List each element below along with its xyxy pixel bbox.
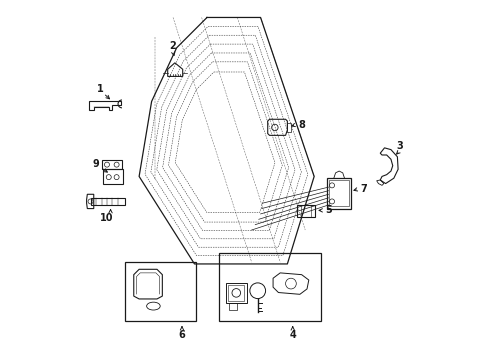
Text: 5: 5: [325, 205, 331, 215]
Bar: [225, 283, 246, 303]
Text: 2: 2: [169, 41, 176, 51]
Bar: [229, 302, 237, 310]
Text: 6: 6: [178, 330, 185, 341]
Text: 10: 10: [100, 212, 114, 222]
Bar: [124, 262, 196, 321]
Text: 9: 9: [93, 159, 100, 169]
Bar: [328, 180, 348, 206]
Text: 4: 4: [289, 330, 296, 341]
Text: 7: 7: [360, 184, 367, 194]
Bar: [227, 285, 244, 301]
Bar: [297, 205, 314, 217]
Bar: [219, 253, 321, 321]
Text: 8: 8: [298, 120, 305, 130]
Text: 1: 1: [96, 84, 103, 94]
Bar: [286, 123, 290, 132]
Text: 3: 3: [396, 141, 403, 151]
Bar: [326, 178, 350, 208]
